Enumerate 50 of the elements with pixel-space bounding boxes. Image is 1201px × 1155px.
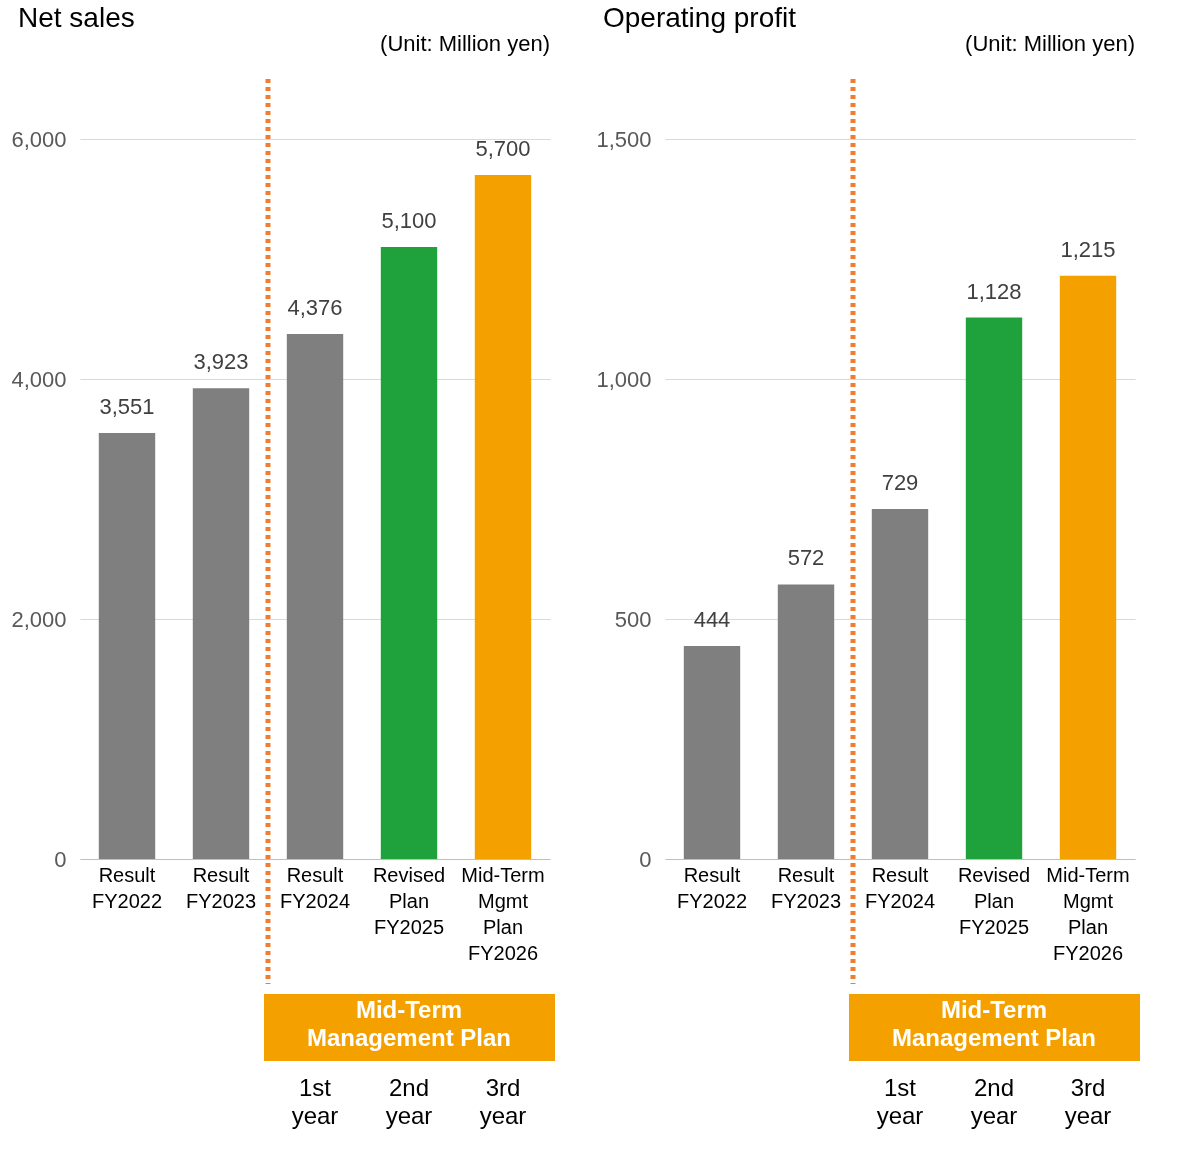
- y-tick-label: 2,000: [11, 606, 67, 632]
- bar: [683, 645, 741, 859]
- text: (Unit: Million yen): [965, 31, 1135, 56]
- x-tick-label: Result FY2022: [91, 863, 163, 912]
- x-tick-label: Result FY2023: [770, 863, 842, 912]
- text: (Unit: Million yen): [380, 31, 550, 56]
- x-tick-label: Revised Plan FY2025: [372, 863, 446, 938]
- text: 1st year: [876, 1074, 924, 1129]
- data-label: 5,700: [475, 136, 531, 161]
- bar: [1059, 275, 1117, 859]
- data-label: 4,376: [287, 294, 343, 320]
- x-tick-label: Result FY2024: [279, 863, 351, 912]
- bar: [777, 584, 835, 859]
- y-tick-label: 0: [639, 846, 652, 872]
- bar: [965, 317, 1023, 859]
- data-label: 444: [693, 606, 731, 632]
- x-tick-label: Result FY2024: [864, 863, 936, 912]
- bar: [871, 509, 929, 859]
- data-label: 1,215: [1060, 236, 1116, 262]
- text: 3rd year: [479, 1074, 527, 1129]
- bar: [286, 333, 344, 859]
- data-label: 5,100: [381, 208, 437, 233]
- bar: [474, 175, 532, 859]
- y-tick-label: 1,000: [596, 366, 652, 392]
- y-tick-label: 4,000: [11, 366, 67, 392]
- text: 1st year: [291, 1074, 339, 1129]
- data-label: 3,923: [193, 349, 249, 375]
- x-tick-label: Result FY2023: [185, 863, 257, 912]
- bar: [380, 247, 438, 859]
- bar: [98, 432, 156, 859]
- bar: [192, 388, 250, 859]
- text: 2nd year: [385, 1074, 433, 1129]
- text: 3rd year: [1064, 1074, 1112, 1129]
- chart-title: Net sales: [18, 2, 135, 33]
- x-tick-label: Result FY2022: [676, 863, 748, 912]
- y-tick-label: 0: [54, 846, 67, 872]
- y-tick-label: 6,000: [11, 126, 67, 152]
- x-tick-label: Revised Plan FY2025: [957, 863, 1031, 938]
- text: Mid-Term Management Plan: [306, 996, 512, 1051]
- x-tick-label: Mid-Term Mgmt Plan FY2026: [1046, 863, 1130, 964]
- y-tick-label: 1,500: [596, 126, 652, 152]
- chart-title: Operating profit: [603, 2, 797, 33]
- text: 2nd year: [970, 1074, 1018, 1129]
- text: Mid-Term Management Plan: [891, 996, 1097, 1051]
- y-tick-label: 500: [614, 606, 652, 632]
- data-label: 572: [787, 545, 825, 571]
- data-label: 3,551: [99, 393, 155, 419]
- data-label: 729: [881, 470, 919, 496]
- x-tick-label: Mid-Term Mgmt Plan FY2026: [461, 863, 545, 964]
- data-label: 1,128: [966, 278, 1022, 304]
